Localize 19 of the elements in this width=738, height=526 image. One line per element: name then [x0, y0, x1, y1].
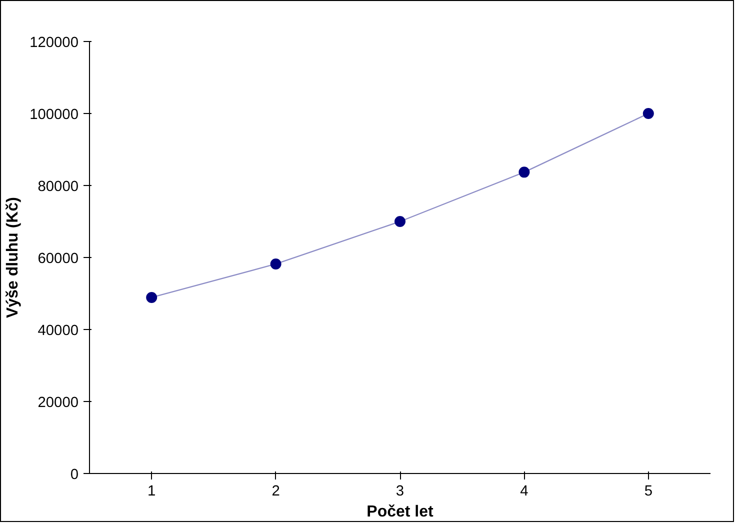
- y-tick-label: 100000: [30, 107, 79, 123]
- x-tick-label: 1: [148, 484, 156, 500]
- x-tick-label: 5: [644, 484, 652, 500]
- point: [394, 216, 406, 227]
- point: [642, 108, 654, 119]
- y-tick-label: 120000: [30, 35, 79, 51]
- y-tick-label: 20000: [38, 395, 79, 411]
- x-tick-label: 2: [272, 484, 280, 500]
- y-tick-label: 40000: [38, 323, 79, 339]
- x-tick-label: 3: [396, 484, 404, 500]
- y-tick-label: 80000: [38, 179, 79, 195]
- y-tick-label: 0: [70, 467, 79, 483]
- point: [146, 292, 158, 303]
- point: [518, 166, 530, 178]
- y-axis-title: Výše dluhu (Kč): [4, 197, 22, 318]
- x-tick-label: 4: [520, 484, 528, 500]
- y-tick-label: 60000: [38, 251, 79, 267]
- point: [270, 258, 282, 270]
- x-axis-title: Počet let: [366, 504, 434, 520]
